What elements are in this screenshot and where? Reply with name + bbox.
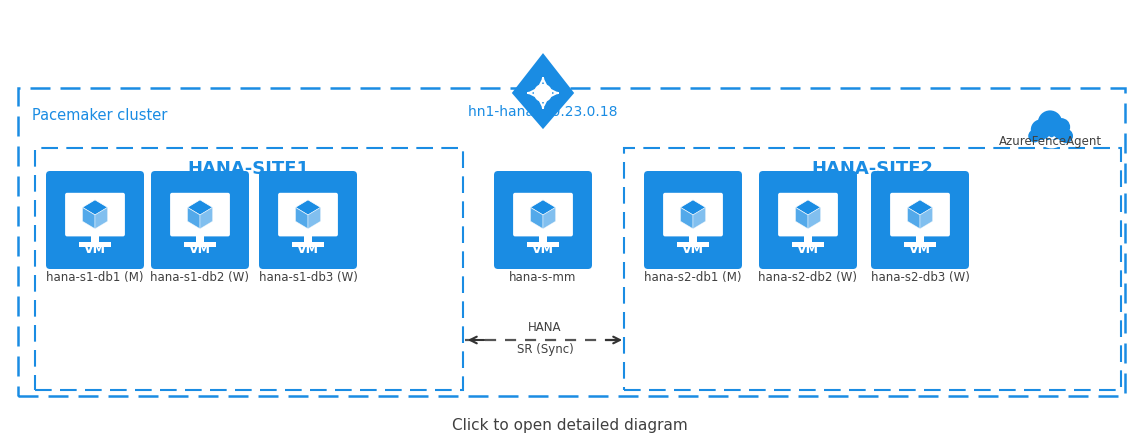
Text: hana-s1-db2 (W): hana-s1-db2 (W) xyxy=(151,271,250,284)
Text: hana-s-mm: hana-s-mm xyxy=(509,271,576,284)
Text: VM: VM xyxy=(798,243,819,256)
FancyBboxPatch shape xyxy=(259,171,357,269)
Bar xyxy=(292,242,324,246)
Polygon shape xyxy=(795,200,820,215)
Text: VM: VM xyxy=(532,243,555,256)
FancyBboxPatch shape xyxy=(644,171,742,269)
Text: hana-s2-db1 (M): hana-s2-db1 (M) xyxy=(645,271,742,284)
Polygon shape xyxy=(907,207,920,229)
Polygon shape xyxy=(512,53,574,129)
Text: HANA: HANA xyxy=(528,321,561,334)
Bar xyxy=(304,235,311,242)
Polygon shape xyxy=(795,207,808,229)
FancyBboxPatch shape xyxy=(65,193,124,236)
Text: hana-s1-db1 (M): hana-s1-db1 (M) xyxy=(47,271,144,284)
Text: SR (Sync): SR (Sync) xyxy=(517,343,574,356)
FancyBboxPatch shape xyxy=(663,193,723,236)
FancyBboxPatch shape xyxy=(890,193,950,236)
Polygon shape xyxy=(531,200,556,215)
Polygon shape xyxy=(531,207,543,229)
Circle shape xyxy=(1052,118,1070,136)
Polygon shape xyxy=(680,207,693,229)
Text: AzureFenceAgent: AzureFenceAgent xyxy=(998,135,1101,148)
FancyBboxPatch shape xyxy=(494,171,592,269)
FancyBboxPatch shape xyxy=(46,171,144,269)
Text: hana-s2-db3 (W): hana-s2-db3 (W) xyxy=(871,271,970,284)
FancyBboxPatch shape xyxy=(778,193,837,236)
Text: HANA-SITE1: HANA-SITE1 xyxy=(187,160,309,178)
Polygon shape xyxy=(680,200,705,215)
Bar xyxy=(916,235,924,242)
Bar xyxy=(1030,131,1069,140)
Polygon shape xyxy=(907,200,932,215)
Circle shape xyxy=(1028,130,1041,143)
Bar xyxy=(196,235,204,242)
Circle shape xyxy=(1059,129,1073,143)
Bar xyxy=(184,242,216,246)
Polygon shape xyxy=(920,207,932,229)
FancyBboxPatch shape xyxy=(278,193,338,236)
FancyBboxPatch shape xyxy=(513,193,573,236)
Polygon shape xyxy=(296,207,308,229)
Text: Click to open detailed diagram: Click to open detailed diagram xyxy=(452,418,688,433)
Bar xyxy=(689,235,697,242)
Bar xyxy=(804,235,812,242)
Text: VM: VM xyxy=(189,243,211,256)
Text: VM: VM xyxy=(909,243,931,256)
Text: hana-s1-db3 (W): hana-s1-db3 (W) xyxy=(259,271,357,284)
Bar xyxy=(18,88,1125,396)
Polygon shape xyxy=(808,207,820,229)
Bar xyxy=(35,148,463,390)
Polygon shape xyxy=(296,200,321,215)
Polygon shape xyxy=(82,200,107,215)
FancyBboxPatch shape xyxy=(871,171,969,269)
Text: VM: VM xyxy=(682,243,704,256)
Text: VM: VM xyxy=(297,243,319,256)
Bar xyxy=(624,148,1120,390)
Circle shape xyxy=(533,83,553,103)
Text: hn1-hana  10.23.0.18: hn1-hana 10.23.0.18 xyxy=(468,105,617,119)
Circle shape xyxy=(1038,110,1062,135)
FancyBboxPatch shape xyxy=(759,171,857,269)
Text: HANA-SITE2: HANA-SITE2 xyxy=(811,160,933,178)
Polygon shape xyxy=(543,207,556,229)
Circle shape xyxy=(1030,119,1051,140)
Polygon shape xyxy=(187,207,200,229)
Polygon shape xyxy=(187,200,212,215)
FancyBboxPatch shape xyxy=(170,193,229,236)
Polygon shape xyxy=(95,207,107,229)
Text: VM: VM xyxy=(84,243,106,256)
Polygon shape xyxy=(200,207,212,229)
Bar xyxy=(678,242,709,246)
Bar xyxy=(79,242,111,246)
Text: hana-s2-db2 (W): hana-s2-db2 (W) xyxy=(759,271,858,284)
Bar xyxy=(792,242,824,246)
Polygon shape xyxy=(308,207,321,229)
Bar xyxy=(527,242,559,246)
Polygon shape xyxy=(82,207,95,229)
FancyBboxPatch shape xyxy=(151,171,249,269)
Text: Pacemaker cluster: Pacemaker cluster xyxy=(32,108,168,123)
Bar xyxy=(539,235,547,242)
Bar xyxy=(905,242,936,246)
Polygon shape xyxy=(693,207,705,229)
Bar xyxy=(91,235,99,242)
